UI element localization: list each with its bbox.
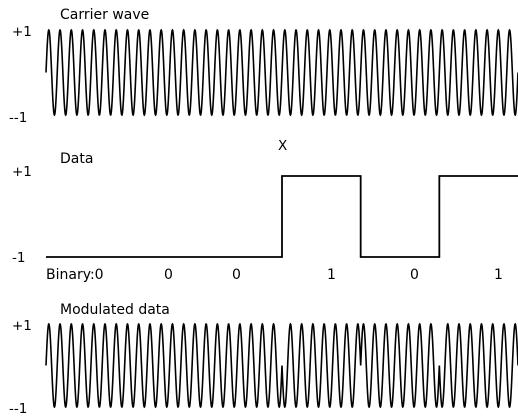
data-y-max-label: +1 [12,164,32,180]
binary-label-bit-5: 1 [494,267,503,283]
modulated-data-title: Modulated data [60,302,170,318]
carrier-waveform [45,28,518,117]
modulated-data-panel: Modulated data +1 --1 [9,302,518,417]
modulated-y-min-label: --1 [9,401,27,417]
binary-label-bit-0: Binary:0 [46,267,104,283]
annotation-x: X [278,138,287,154]
data-title: Data [60,151,93,167]
carrier-y-max-label: +1 [12,24,32,40]
carrier-wave-panel: Carrier wave +1 --1 [9,7,518,126]
data-panel: Data X +1 -1 Binary:0 0 0 1 0 1 [12,138,518,283]
binary-label-bit-4: 0 [410,267,419,283]
carrier-wave-title: Carrier wave [60,7,149,23]
binary-label-bit-3: 1 [327,267,336,283]
binary-label-bit-1: 0 [164,267,173,283]
data-square-wave [46,175,518,258]
modulated-y-max-label: +1 [12,318,32,334]
modulated-waveform [45,322,518,409]
carrier-y-min-label: --1 [9,110,27,126]
binary-labels: Binary:0 0 0 1 0 1 [46,267,503,283]
binary-label-bit-2: 0 [232,267,241,283]
data-y-min-label: -1 [12,250,25,266]
